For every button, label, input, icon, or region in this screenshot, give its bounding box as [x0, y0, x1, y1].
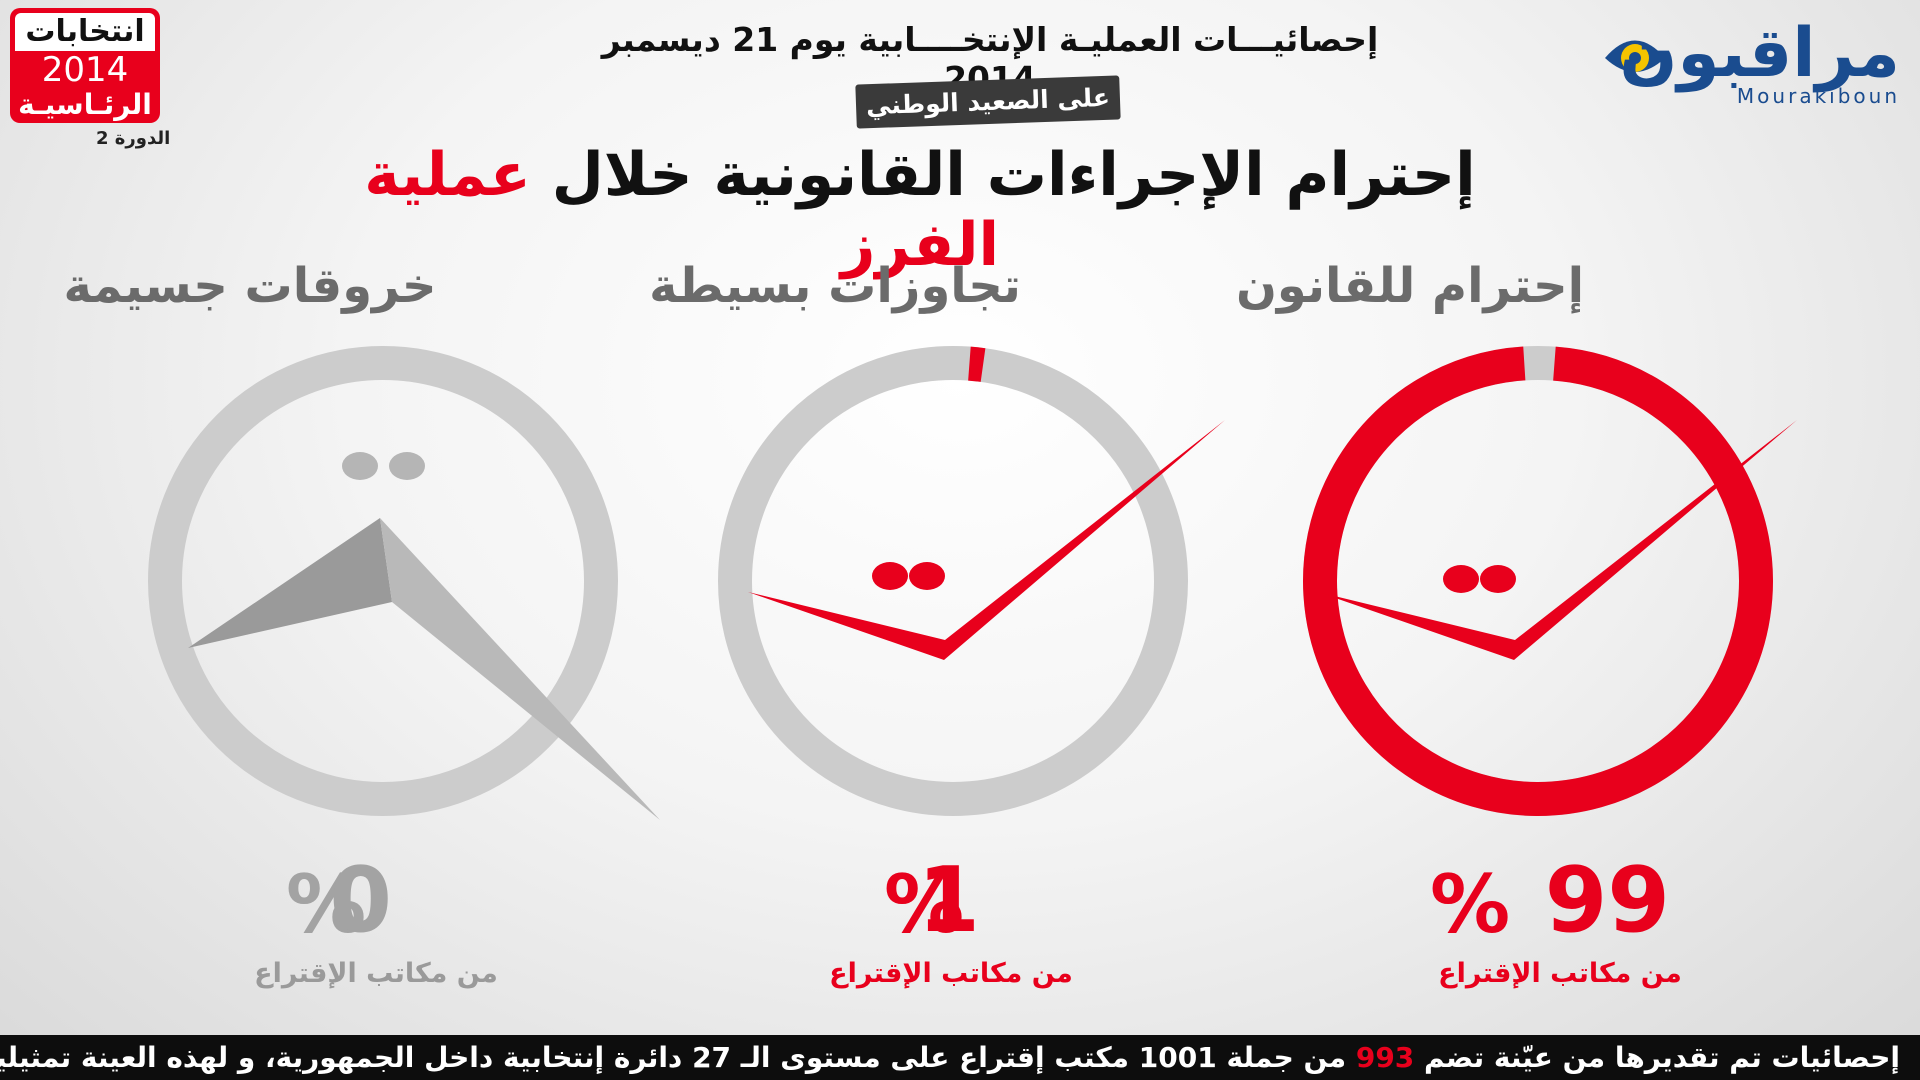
eye-logo-icon — [1605, 40, 1665, 72]
donut-arc-respect — [1303, 346, 1773, 816]
pct-value-serious: 0 — [329, 848, 392, 953]
check-mark-icon-serious — [188, 452, 660, 820]
donut-arc-minor — [968, 346, 986, 382]
election-2014-badge: انتخابات 2014 الرئـاسيـة — [10, 8, 160, 123]
label-serious-breaches: خروقات جسيمة — [63, 258, 437, 314]
main-title: إحترام الإجراءات القانونية خلال عملية ال… — [300, 140, 1540, 280]
donut-track-minor — [718, 346, 1188, 816]
percent-sign-serious: % — [286, 858, 367, 951]
check-mark-icon-minor — [748, 420, 1225, 660]
pct-sub-minor: من مكاتب الإقتراع — [829, 958, 1073, 989]
pct-value-minor: 1 — [917, 848, 980, 953]
main-title-part2: عملية الفرز — [364, 140, 1000, 280]
label-minor-violations: تجاوزات بسيطة — [649, 258, 1021, 314]
main-title-part1: إحترام الإجراءات القانونية خلال — [551, 140, 1476, 210]
badge-round: الدورة 2 — [96, 128, 171, 149]
pct-block-serious: % 0 — [282, 848, 432, 960]
badge-line1: انتخابات — [15, 13, 155, 51]
footer-sample: 993 — [1355, 1041, 1415, 1074]
pct-block-minor: % 1 — [880, 848, 1030, 960]
pct-value-respect: 99 — [1544, 848, 1670, 953]
label-respect: إحترام للقانون — [1235, 258, 1585, 314]
percent-sign-respect: % — [1430, 858, 1511, 951]
donut-track-serious — [148, 346, 618, 816]
percent-sign-minor: % — [884, 858, 965, 951]
badge-year: 2014 — [41, 50, 129, 90]
logo-latin: Mourakiboun — [1736, 84, 1900, 108]
check-mark-icon-respect — [1318, 420, 1797, 660]
footer-note: إحصائيات تم تقديرها من عيّنة تضم 993 من … — [0, 1035, 1920, 1080]
pct-block-respect: % 99 — [1430, 848, 1680, 960]
badge-presidential: الرئـاسيـة — [18, 88, 152, 121]
logo-arabic: مراقبون — [1619, 14, 1900, 93]
pct-sub-respect: من مكاتب الإقتراع — [1438, 958, 1682, 989]
footer-part1: إحصائيات تم تقديرها من عيّنة تضم — [1424, 1041, 1900, 1074]
pct-sub-serious: من مكاتب الإقتراع — [254, 958, 498, 989]
footer-part2: من جملة 1001 مكتب إقتراع على مستوى الـ 2… — [0, 1041, 1347, 1074]
